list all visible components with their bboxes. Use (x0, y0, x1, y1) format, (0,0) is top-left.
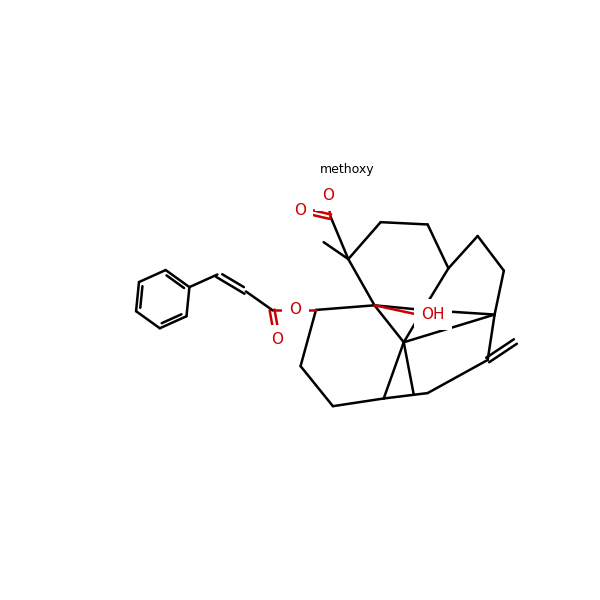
Text: O: O (322, 188, 334, 203)
Text: OH: OH (421, 307, 445, 322)
Text: O: O (289, 302, 301, 317)
Text: O: O (294, 203, 306, 218)
Text: methoxy: methoxy (320, 163, 375, 176)
Text: O: O (271, 332, 283, 347)
